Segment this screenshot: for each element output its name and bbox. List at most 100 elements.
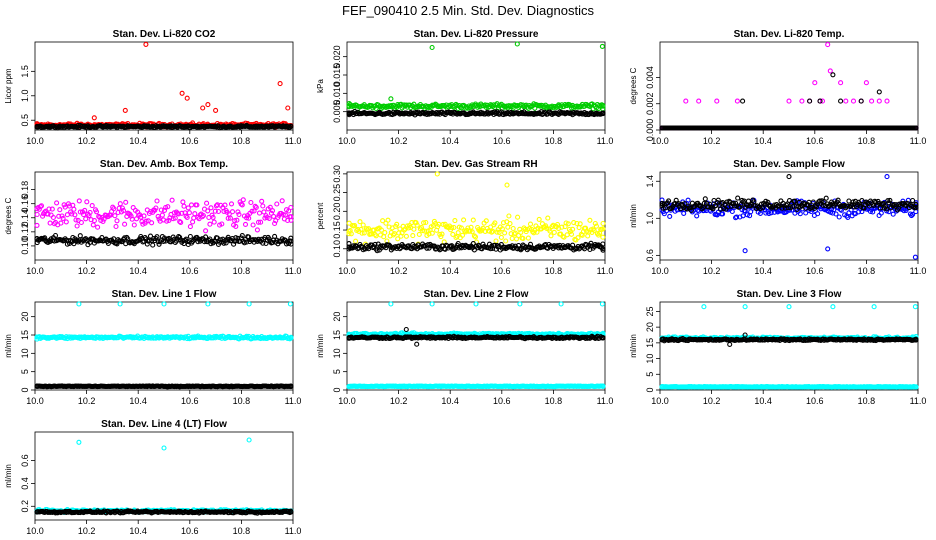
data-point xyxy=(259,198,265,204)
data-point xyxy=(348,231,354,237)
data-point xyxy=(131,222,137,228)
x-tick-label: 10.8 xyxy=(858,136,876,146)
data-point xyxy=(740,98,746,104)
data-point xyxy=(201,239,208,245)
x-tick-label: 10.4 xyxy=(129,266,147,276)
data-point xyxy=(271,213,277,219)
x-tick-label: 10.6 xyxy=(806,266,824,276)
data-point xyxy=(266,215,272,221)
data-point xyxy=(34,211,40,218)
data-point xyxy=(825,42,831,48)
data-point xyxy=(95,224,101,230)
data-point xyxy=(288,241,294,247)
x-tick-label: 10.2 xyxy=(78,266,96,276)
data-point xyxy=(912,254,918,260)
y-tick-label: 0.10 xyxy=(332,240,342,258)
data-point xyxy=(149,220,155,226)
data-point xyxy=(388,96,394,102)
data-point xyxy=(288,123,294,129)
data-point xyxy=(414,222,420,228)
data-point xyxy=(600,220,606,227)
data-point xyxy=(429,301,435,307)
data-point xyxy=(599,43,605,49)
data-point xyxy=(812,80,818,86)
plot-frame xyxy=(346,171,606,261)
data-point xyxy=(242,221,249,227)
data-point xyxy=(269,239,276,246)
y-axis-label: ml/min xyxy=(4,334,13,358)
x-tick-label: 10.6 xyxy=(806,396,824,406)
data-point xyxy=(363,226,369,232)
data-point xyxy=(72,212,78,218)
data-point xyxy=(75,239,81,245)
plot-frame xyxy=(34,41,294,131)
data-point xyxy=(258,219,264,225)
data-point xyxy=(69,211,75,217)
y-axis-label: ml/min xyxy=(629,204,638,228)
data-point xyxy=(83,216,89,222)
data-point xyxy=(145,238,151,244)
data-point xyxy=(239,202,245,208)
data-point xyxy=(548,233,554,239)
data-point xyxy=(600,110,606,116)
data-point xyxy=(483,218,489,224)
data-point xyxy=(403,233,409,239)
data-point xyxy=(493,238,499,244)
data-point xyxy=(214,202,220,208)
data-point xyxy=(694,213,700,219)
series-1 xyxy=(346,41,606,112)
data-point xyxy=(869,98,875,104)
y-tick-label: 15 xyxy=(20,330,30,340)
data-point xyxy=(143,218,149,224)
data-point xyxy=(450,231,456,237)
data-point xyxy=(286,208,292,214)
data-point xyxy=(100,218,106,225)
data-point xyxy=(411,226,417,232)
panel-title: Stan. Dev. Line 2 Flow xyxy=(424,289,529,300)
x-tick-label: 10.2 xyxy=(78,396,96,406)
data-point xyxy=(525,235,531,241)
data-point xyxy=(440,221,446,227)
x-tick-label: 10.2 xyxy=(703,136,721,146)
y-tick-label: 0.000 xyxy=(645,119,655,142)
data-point xyxy=(735,195,741,201)
data-point xyxy=(742,248,748,254)
data-point xyxy=(207,221,213,227)
data-point xyxy=(386,224,392,230)
data-point xyxy=(180,199,186,205)
data-point xyxy=(410,233,416,239)
y-tick-label: 0.25 xyxy=(332,184,342,202)
panel-title: Stan. Dev. Line 1 Flow xyxy=(112,289,217,300)
data-point xyxy=(498,234,504,240)
data-point xyxy=(203,234,209,240)
data-point xyxy=(119,205,125,211)
data-point xyxy=(274,201,280,207)
y-tick-label: 1.4 xyxy=(645,175,655,188)
x-tick-label: 10.4 xyxy=(441,396,459,406)
data-point xyxy=(73,217,79,223)
data-point xyxy=(232,218,238,224)
data-point xyxy=(397,226,403,232)
y-tick-label: 1.0 xyxy=(20,90,30,103)
data-point xyxy=(222,202,228,208)
data-point xyxy=(50,214,56,221)
y-tick-label: 0.10 xyxy=(20,237,30,255)
data-point xyxy=(58,220,64,226)
data-point xyxy=(205,301,211,307)
data-point xyxy=(786,98,792,104)
data-point xyxy=(122,221,128,227)
data-point xyxy=(91,218,97,224)
x-tick-label: 10.4 xyxy=(754,266,772,276)
data-point xyxy=(696,98,702,104)
data-point xyxy=(455,230,461,236)
data-point xyxy=(504,111,510,117)
data-point xyxy=(394,221,400,227)
series-1 xyxy=(34,41,294,130)
data-point xyxy=(876,89,882,95)
y-tick-label: 0 xyxy=(20,387,30,392)
series-1 xyxy=(659,42,919,131)
x-tick-label: 10.4 xyxy=(441,266,459,276)
data-point xyxy=(36,206,42,212)
